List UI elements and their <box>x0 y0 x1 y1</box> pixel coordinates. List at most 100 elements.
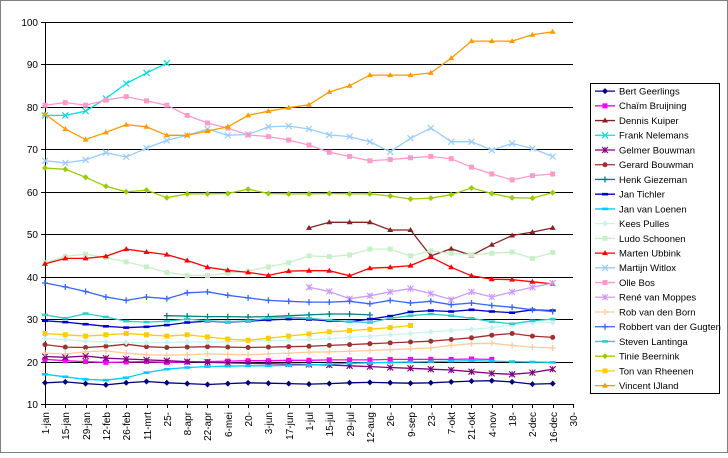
data-point-marker <box>366 333 373 340</box>
data-point-marker <box>184 257 191 263</box>
data-point-marker <box>102 183 109 190</box>
data-point-marker <box>184 132 191 138</box>
legend-item-ren-van-moppes[interactable]: René van Moppes <box>595 293 696 304</box>
data-point-marker <box>184 344 190 350</box>
data-point-marker <box>346 298 353 305</box>
data-point-marker <box>143 356 150 364</box>
x-axis-labels: 1-jan 15-jan 29-jan 12-feb 26-feb 11-mrt 25- 8-… <box>41 404 580 443</box>
legend-item-steven-lantinga[interactable]: Steven Lantinga <box>595 337 688 348</box>
data-point-marker <box>601 293 609 301</box>
data-point-marker <box>62 336 69 343</box>
data-point-marker <box>245 132 251 138</box>
legend-item-tinie-beernink[interactable]: Tinie Beernink <box>595 352 680 363</box>
legend-label: Bert Geerlings <box>619 86 680 97</box>
data-point-marker <box>468 272 475 278</box>
legend-item-ton-van-rheenen[interactable]: Ton van Rheenen <box>595 366 693 377</box>
data-point-marker <box>163 312 170 319</box>
legend-marker-icon <box>601 293 609 301</box>
data-point-marker <box>122 153 130 161</box>
data-point-marker <box>602 323 608 330</box>
data-point-marker <box>509 342 516 349</box>
data-point-marker <box>102 294 109 300</box>
data-point-marker <box>366 138 374 146</box>
data-point-marker <box>123 297 130 304</box>
data-point-marker <box>285 350 292 357</box>
data-point-marker <box>549 224 556 230</box>
data-point-marker <box>602 309 608 316</box>
data-point-marker <box>163 136 171 144</box>
data-point-marker <box>326 299 333 306</box>
data-point-marker <box>83 345 89 350</box>
data-point-marker <box>286 137 292 143</box>
data-point-marker <box>346 133 354 141</box>
data-point-marker <box>204 128 211 134</box>
legend-item-gerard-bouwman[interactable]: Gerard Bouwman <box>595 160 693 171</box>
data-point-marker <box>326 311 333 317</box>
series-gerard-bouwman <box>42 331 556 350</box>
legend-item-dennis-kuiper[interactable]: Dennis Kuiper <box>595 116 679 127</box>
legend-item-vincent-ijland[interactable]: Vincent IJland <box>595 381 679 392</box>
data-point-marker <box>163 132 170 138</box>
data-point-marker <box>387 193 394 199</box>
data-point-marker <box>123 188 130 195</box>
data-point-marker <box>265 190 272 197</box>
legend-item-frank-nelemans[interactable]: Frank Nelemans <box>595 131 689 142</box>
legend-item-henk-giezeman[interactable]: Henk Giezeman <box>595 175 687 186</box>
x-tick-label: 30- <box>569 412 580 426</box>
data-point-marker <box>469 252 474 258</box>
data-point-marker <box>184 272 190 278</box>
legend-item-cha-m-bruijning[interactable]: Chaïm Bruijning <box>595 101 687 112</box>
data-point-marker <box>82 348 89 355</box>
legend-marker-icon <box>602 323 608 330</box>
data-point-marker <box>602 117 608 123</box>
legend-item-robbert-van-der-gugten[interactable]: Robbert van der Gugten <box>595 322 721 333</box>
data-point-marker <box>509 38 516 44</box>
data-point-marker <box>488 302 495 309</box>
data-point-marker <box>387 346 394 353</box>
data-point-marker <box>488 146 496 154</box>
data-point-marker <box>550 250 556 255</box>
y-tick-label: 50 <box>27 230 39 241</box>
data-point-marker <box>184 380 191 387</box>
data-point-marker <box>427 365 435 373</box>
series-line <box>44 360 553 381</box>
data-point-marker <box>488 241 495 247</box>
data-point-marker <box>205 120 210 126</box>
data-point-marker <box>468 288 475 296</box>
data-point-marker <box>428 338 434 344</box>
x-tick-label: 23- <box>427 412 438 426</box>
data-point-marker <box>306 357 312 363</box>
data-point-marker <box>285 190 292 197</box>
legend-label: Olle Bos <box>619 278 655 289</box>
x-tick-label: 26- <box>386 412 397 426</box>
legend-marker-icon <box>601 131 609 139</box>
series-line <box>44 96 553 181</box>
legend-item-kees-pulles[interactable]: Kees Pulles <box>595 219 669 230</box>
legend-item-martijn-witlox[interactable]: Martijn Witlox <box>595 263 676 274</box>
data-point-marker <box>184 190 191 197</box>
legend-item-ludo-schoonen[interactable]: Ludo Schoonen <box>595 234 686 245</box>
data-point-marker <box>509 232 516 238</box>
data-point-marker <box>42 342 48 348</box>
data-point-marker <box>103 97 109 103</box>
legend-item-bert-geerlings[interactable]: Bert Geerlings <box>595 86 680 97</box>
legend-item-rob-van-den-born[interactable]: Rob van den Born <box>595 307 696 318</box>
series-steven-lantinga <box>42 312 556 326</box>
legend-box[interactable]: Bert Geerlings Chaïm Bruijning Dennis Kuip… <box>590 83 721 394</box>
x-tick-label: 16-dec <box>549 412 560 443</box>
data-point-marker <box>407 380 414 387</box>
legend-item-gelmer-bouwman[interactable]: Gelmer Bouwman <box>595 145 695 156</box>
legend-item-olle-bos[interactable]: Olle Bos <box>595 278 655 289</box>
data-point-marker <box>82 136 89 142</box>
legend-label: Tinie Beernink <box>619 352 680 363</box>
data-point-marker <box>144 344 149 350</box>
legend-item-jan-van-loenen[interactable]: Jan van Loenen <box>595 204 687 215</box>
data-point-marker <box>183 358 191 365</box>
legend-item-marten-ubbink[interactable]: Marten Ubbink <box>595 248 681 259</box>
legend-label: Jan van Loenen <box>619 204 687 215</box>
data-point-marker <box>265 108 272 114</box>
legend-item-jan-tichler[interactable]: Jan Tichler <box>595 190 665 201</box>
data-point-marker <box>143 187 150 194</box>
data-point-marker <box>306 253 312 259</box>
